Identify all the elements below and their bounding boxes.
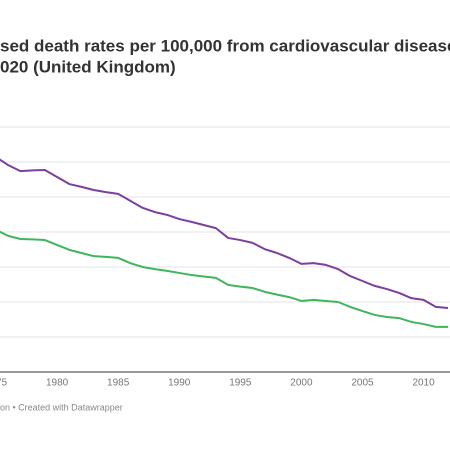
footer: on • Created with Datawrapper xyxy=(0,402,123,412)
x-tick-label: 1975 xyxy=(0,378,8,389)
x-tick-label: 1995 xyxy=(229,378,252,389)
chart-title: 020 (United Kingdom) xyxy=(0,57,176,76)
x-tick-label: 1980 xyxy=(46,378,69,389)
x-tick-label: 1990 xyxy=(168,378,191,389)
x-tick-label: 1985 xyxy=(107,378,130,389)
x-tick-label: 2005 xyxy=(351,378,374,389)
line-series xyxy=(0,230,448,328)
line-series xyxy=(0,158,449,309)
chart-title: sed death rates per 100,000 from cardiov… xyxy=(0,36,450,55)
x-tick-label: 2010 xyxy=(412,378,435,389)
x-tick-label: 2000 xyxy=(290,378,313,389)
